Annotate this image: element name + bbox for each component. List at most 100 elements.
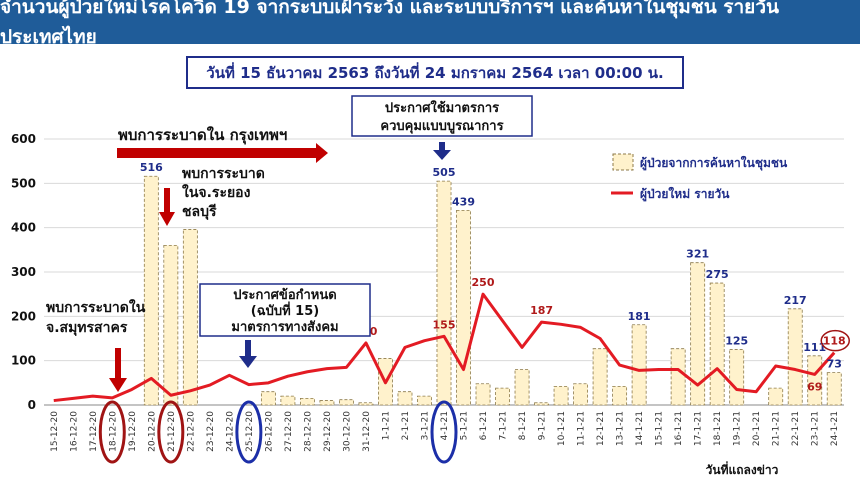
bar xyxy=(358,402,374,406)
x-tick-label: 1-1-21 xyxy=(381,411,391,440)
x-tick-label: 19-1-21 xyxy=(733,411,743,446)
annotation-decree-3: มาตรการทางสังคม xyxy=(231,320,338,335)
date-range-box: วันที่ 15 ธันวาคม 2563 ถึงวันที่ 24 มกรา… xyxy=(186,56,684,89)
legend-bar-swatch xyxy=(612,153,634,171)
bar xyxy=(729,349,745,406)
y-tick-label: 400 xyxy=(11,221,36,235)
x-tick-label: 26-12-20 xyxy=(264,411,274,452)
x-tick-label: 15-1-21 xyxy=(655,411,665,446)
x-tick-label: 20-12-20 xyxy=(147,411,157,452)
y-tick-label: 600 xyxy=(11,132,36,146)
bar xyxy=(456,209,471,406)
bar-data-label: 181 xyxy=(628,310,651,323)
x-tick-label: 16-12-20 xyxy=(69,411,79,452)
x-tick-label: 11-1-21 xyxy=(577,411,587,446)
bar xyxy=(163,244,179,406)
date-circle xyxy=(235,400,263,464)
bar-data-label: 321 xyxy=(686,248,709,261)
x-tick-label: 21-12-20 xyxy=(167,411,177,452)
bar xyxy=(592,348,608,406)
bar xyxy=(709,282,725,406)
annotation-decree-2: (ฉบับที่ 15) xyxy=(251,301,319,319)
bar xyxy=(768,387,784,406)
x-tick-label: 30-12-20 xyxy=(342,411,352,452)
bar xyxy=(280,395,296,406)
annotation-decree-1: ประกาศข้อกำหนด xyxy=(233,287,336,303)
x-tick-label: 14-1-21 xyxy=(635,411,645,446)
annotation-samut-1: พบการระบาดใน xyxy=(46,298,146,316)
x-tick-label: 17-1-21 xyxy=(694,411,704,446)
arrow-bkk xyxy=(117,143,328,163)
x-tick-label: 9-1-21 xyxy=(538,411,548,440)
y-tick-label: 200 xyxy=(11,309,36,323)
decree-box xyxy=(199,283,371,337)
bar xyxy=(182,229,198,406)
x-tick-label: 15-12-20 xyxy=(50,411,60,452)
date-circle xyxy=(157,400,185,464)
x-tick-label: 18-12-20 xyxy=(108,411,118,452)
bar xyxy=(299,397,315,406)
x-tick-label: 12-1-21 xyxy=(596,411,606,446)
x-tick-label: 7-1-21 xyxy=(499,411,509,440)
bar-data-label: 505 xyxy=(433,166,456,179)
arrow-decree xyxy=(239,340,257,368)
annotation-control-2: ควบคุมแบบบูรณาการ xyxy=(380,119,503,134)
y-tick-label: 500 xyxy=(11,176,36,190)
x-tick-label: 28-12-20 xyxy=(303,411,313,452)
bar-data-label: 275 xyxy=(706,268,729,281)
x-tick-label: 2-1-21 xyxy=(401,411,411,440)
y-tick-label: 300 xyxy=(11,265,36,279)
bar xyxy=(807,355,823,406)
daily-cases-line xyxy=(53,292,836,403)
annotation-samut-2: จ.สมุทรสาคร xyxy=(46,320,128,336)
x-tick-label: 22-1-21 xyxy=(791,411,801,446)
x-tick-label: 23-12-20 xyxy=(206,411,216,452)
x-tick-label: 22-12-20 xyxy=(186,411,196,452)
legend-line-label: ผู้ป่วยใหม่ รายวัน xyxy=(640,186,730,202)
page-title: จำนวนผู้ป่วยใหม่โรคโควิด 19 จากระบบเฝ้าร… xyxy=(0,0,860,48)
bar xyxy=(553,385,569,406)
bar xyxy=(260,391,276,406)
x-tick-label: 4-1-21 xyxy=(440,411,450,440)
annotation-rayong-3: ชลบุรี xyxy=(182,204,217,220)
x-tick-label: 6-1-21 xyxy=(479,411,489,440)
bar xyxy=(573,383,589,406)
bar xyxy=(534,402,549,406)
date-circle xyxy=(98,400,126,464)
annotation-rayong-1: พบการระบาด xyxy=(182,166,265,182)
bar xyxy=(612,385,628,406)
x-tick-label: 16-1-21 xyxy=(674,411,684,446)
x-tick-label: 5-1-21 xyxy=(460,411,470,440)
arrow-rayong xyxy=(159,188,175,226)
bar xyxy=(826,372,842,406)
x-tick-label: 29-12-20 xyxy=(323,411,333,452)
y-tick-label: 100 xyxy=(11,354,36,368)
bar xyxy=(475,383,491,406)
x-tick-label: 31-12-20 xyxy=(362,411,372,452)
legend-bar-label: ผู้ป่วยจากการค้นหาในชุมชน xyxy=(640,155,788,171)
bar xyxy=(670,348,686,406)
x-tick-label: 8-1-21 xyxy=(518,411,528,440)
x-tick-label: 18-1-21 xyxy=(713,411,723,446)
bar xyxy=(495,387,510,406)
x-tick-label: 21-1-21 xyxy=(772,411,782,446)
last-value-circle xyxy=(820,329,850,352)
bar-data-label: 516 xyxy=(140,161,163,174)
x-axis-label: วันที่แถลงข่าว xyxy=(706,461,779,477)
bar xyxy=(690,262,706,406)
x-tick-label: 17-12-20 xyxy=(89,411,99,452)
line-data-label: 69 xyxy=(807,380,822,393)
annotation-rayong-2: ในจ.ระยอง xyxy=(182,183,251,201)
bar xyxy=(514,369,530,406)
bar-data-label: 217 xyxy=(784,294,807,307)
arrow-samut xyxy=(109,348,127,392)
bar xyxy=(319,400,335,406)
x-tick-label: 24-1-21 xyxy=(830,411,840,446)
x-tick-label: 3-1-21 xyxy=(420,411,430,440)
line-data-label: 155 xyxy=(433,318,456,331)
line-data-label: 187 xyxy=(530,304,553,317)
bar-data-label: 73 xyxy=(827,358,842,371)
bar xyxy=(143,175,159,406)
x-tick-label: 23-1-21 xyxy=(811,411,821,446)
